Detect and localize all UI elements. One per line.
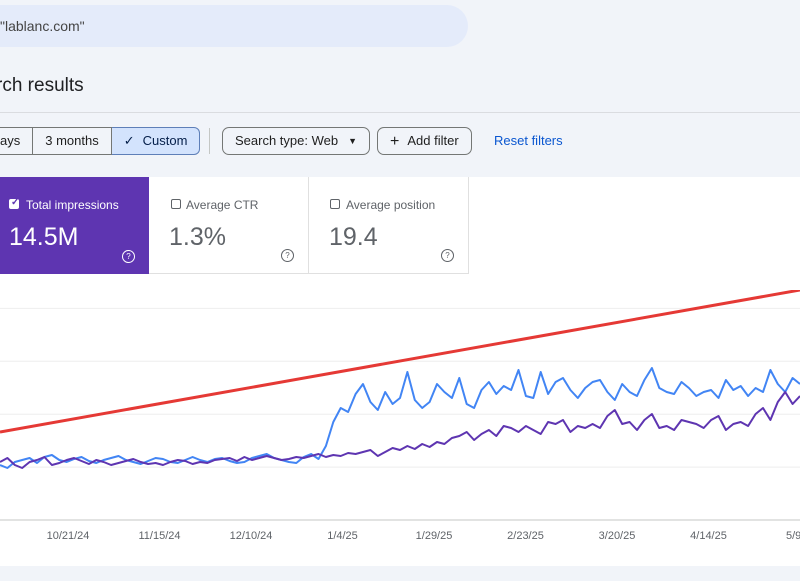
help-circle-icon[interactable]: ? (122, 250, 135, 263)
metric-value: 19.4 (329, 223, 378, 251)
top-bar: "lablanc.com" (0, 0, 800, 60)
checkbox-icon[interactable] (171, 199, 181, 209)
checkbox-icon[interactable] (330, 199, 340, 209)
date-option-custom[interactable]: ✓ Custom (111, 127, 201, 155)
date-option-3-months[interactable]: 3 months (33, 127, 112, 155)
metric-card-average-position[interactable]: Average position 19.4 ? (309, 177, 469, 274)
property-search[interactable]: "lablanc.com" (0, 5, 468, 47)
date-range-selector: ays 3 months ✓ Custom (0, 127, 201, 155)
date-option-custom-label: Custom (142, 133, 188, 148)
header-divider (0, 112, 800, 113)
page-title: rch results (0, 75, 84, 96)
performance-chart (0, 290, 800, 521)
search-type-label: Search type: Web (235, 133, 339, 148)
search-type-dropdown[interactable]: Search type: Web ▼ (222, 127, 371, 155)
x-tick-label: 2/23/25 (507, 530, 544, 542)
metric-label: Total impressions (26, 198, 119, 212)
series-line-purple (0, 391, 800, 469)
x-tick-label: 5/9/ (786, 530, 800, 542)
metric-label: Average position (346, 198, 436, 212)
reset-filters-link[interactable]: Reset filters (494, 133, 563, 148)
toolbar-divider (209, 128, 210, 154)
x-tick-label: 4/14/25 (690, 530, 727, 542)
x-tick-label: 12/10/24 (229, 530, 273, 542)
x-tick-label: 10/21/24 (46, 530, 90, 542)
help-circle-icon[interactable]: ? (281, 249, 294, 262)
x-tick-label: 11/15/24 (138, 530, 181, 542)
add-filter-button[interactable]: + Add filter (377, 127, 472, 155)
bottom-strip (0, 566, 800, 581)
trend-line (0, 290, 800, 434)
metric-value: 14.5M (9, 223, 79, 251)
checkbox-icon[interactable] (9, 197, 19, 209)
x-tick-label: 1/4/25 (327, 530, 358, 542)
x-tick-label: 1/29/25 (415, 530, 453, 542)
plus-icon: + (390, 133, 400, 150)
add-filter-label: Add filter (407, 133, 459, 148)
check-icon: ✓ (123, 133, 135, 148)
metric-card-average-ctr[interactable]: Average CTR 1.3% ? (149, 177, 309, 274)
caret-down-icon: ▼ (348, 136, 358, 146)
help-circle-icon[interactable]: ? (441, 249, 454, 262)
x-tick-label: 3/20/25 (598, 530, 636, 542)
metric-card-total-impressions[interactable]: Total impressions 14.5M ? (0, 177, 149, 274)
property-search-value: "lablanc.com" (0, 18, 85, 34)
series-line-blue (0, 367, 800, 469)
metric-value: 1.3% (169, 223, 226, 251)
metric-label: Average CTR (186, 198, 259, 212)
date-option-days[interactable]: ays (0, 127, 34, 155)
